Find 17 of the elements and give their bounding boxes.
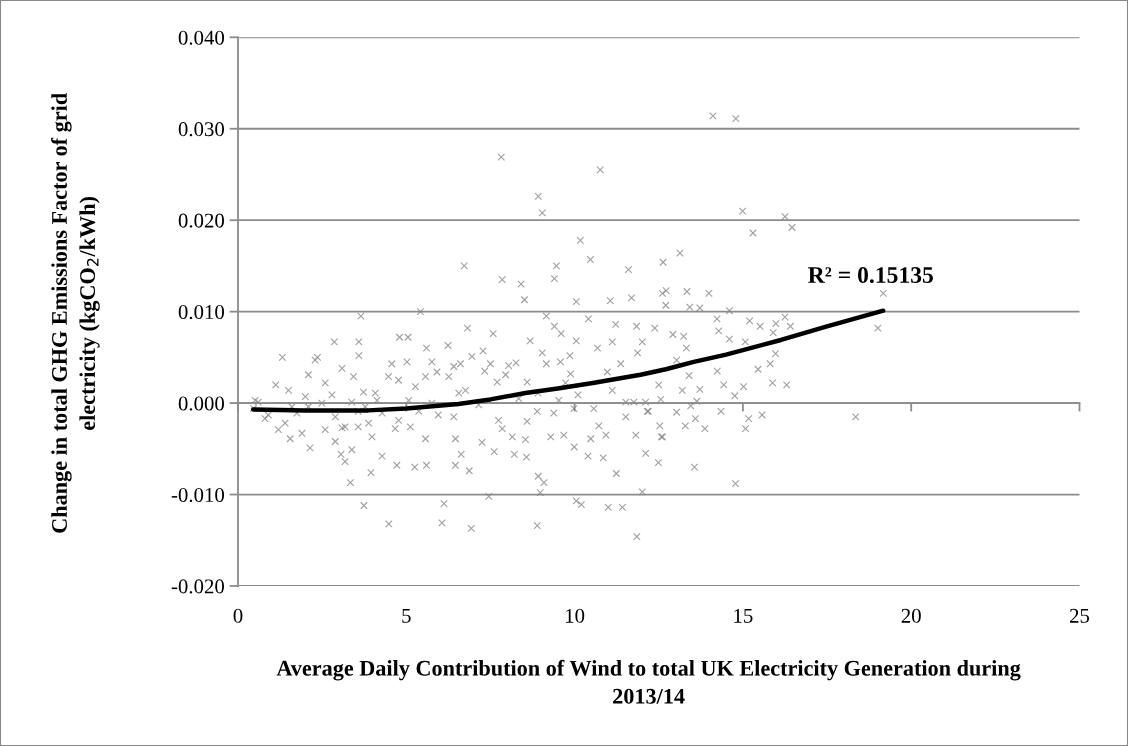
y-tick-label: -0.020: [171, 579, 225, 594]
annotation: R² = 0.15135: [808, 267, 933, 284]
y-tick-label: 0.040: [178, 30, 225, 45]
x-tick-label: 0: [233, 608, 243, 623]
y-tick-label: -0.010: [171, 487, 225, 503]
x-tick-label: 20: [901, 608, 921, 623]
y-tick-label: 0.000: [178, 396, 225, 411]
y-tick-label: 0.010: [178, 305, 225, 320]
x-tick-label: 25: [1069, 608, 1090, 623]
x-tick-label: 5: [402, 609, 411, 623]
y-tick-label: 0.020: [178, 213, 225, 228]
line-series: [250, 308, 886, 413]
x-tick-label: 15: [734, 608, 753, 623]
x-tick-label: 10: [566, 608, 585, 623]
y-tick-label: 0.030: [178, 122, 225, 137]
y-axis-title: Change in total GHG Emissions Factor of grid electricity (kgCO$_{2}$/kWh): [51, 93, 100, 533]
x-axis-title: Average Daily Contribution of Wind to total UK Electricity Generation during 2013/14: [276, 659, 1021, 704]
